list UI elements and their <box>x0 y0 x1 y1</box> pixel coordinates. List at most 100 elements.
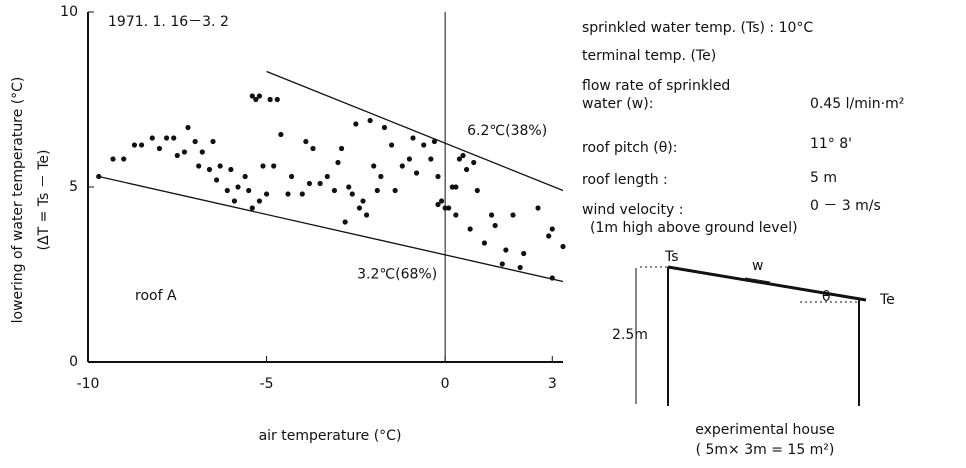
trend-line <box>266 70 564 192</box>
point <box>535 205 541 211</box>
point <box>353 121 359 127</box>
point <box>185 124 191 131</box>
point <box>171 135 177 141</box>
point <box>249 205 255 211</box>
point <box>342 219 348 225</box>
point <box>492 222 498 229</box>
point <box>442 205 448 211</box>
y-axis-label: lowering of water temperature (°C) <box>10 77 26 324</box>
point <box>406 156 413 162</box>
point <box>278 131 284 138</box>
condition: roof pitch (θ): <box>582 140 677 156</box>
y-axis-label: (ΔT = Ts － Te) <box>36 150 52 251</box>
point <box>428 156 434 162</box>
point <box>374 187 380 194</box>
point <box>456 156 463 162</box>
diagram: Ts w θ Te 2.5m experimental house ( 5m× … <box>612 249 895 458</box>
point <box>481 240 488 246</box>
point <box>231 198 238 204</box>
point <box>246 187 252 194</box>
x-tick-label: 0 <box>441 376 450 392</box>
point <box>467 226 473 232</box>
point <box>96 173 102 180</box>
trend-line <box>98 175 564 283</box>
point <box>335 159 341 166</box>
point <box>163 135 170 141</box>
point <box>174 152 180 159</box>
point <box>410 135 416 141</box>
point <box>256 93 263 99</box>
point <box>331 187 338 194</box>
diagram-label: Ts <box>664 249 679 265</box>
point <box>363 212 370 218</box>
conditions: sprinkled water temp. (Ts) : 10°C termin… <box>582 20 904 236</box>
point <box>453 212 459 218</box>
point <box>299 191 305 197</box>
point <box>306 180 313 187</box>
point <box>121 156 127 162</box>
line-label: 6.2℃(38%) <box>467 123 547 139</box>
point <box>499 261 505 267</box>
point <box>360 198 366 204</box>
point <box>349 191 355 197</box>
point <box>471 159 477 166</box>
point <box>271 163 277 169</box>
diagram-label: w <box>752 258 763 274</box>
y-tick-label: 10 <box>60 4 78 20</box>
point <box>399 163 405 169</box>
point <box>549 226 555 232</box>
point <box>285 191 291 197</box>
point <box>560 243 566 250</box>
condition-value: 11° 8' <box>810 136 852 152</box>
point <box>431 138 438 145</box>
point <box>303 138 309 145</box>
point <box>324 173 330 180</box>
point <box>521 250 527 257</box>
diagram-label: θ <box>822 289 831 305</box>
point <box>196 163 202 169</box>
point <box>510 212 516 218</box>
condition-value: 0 － 3 m/s <box>810 198 881 214</box>
point <box>235 184 241 190</box>
condition: (1m high above ground level) <box>590 220 798 236</box>
condition-value: 0.45 l/min·m² <box>810 96 904 112</box>
arrow <box>744 277 771 283</box>
point <box>317 180 323 187</box>
condition: flow rate of sprinkled <box>582 78 730 94</box>
point <box>435 201 441 208</box>
point <box>288 173 295 180</box>
point <box>206 166 213 173</box>
point <box>546 233 552 239</box>
point <box>110 156 116 162</box>
point <box>503 247 509 253</box>
point <box>253 96 259 103</box>
point <box>449 184 455 190</box>
point <box>549 275 555 281</box>
condition: sprinkled water temp. (Ts) : 10°C <box>582 20 813 36</box>
diagram-label: Te <box>879 292 895 308</box>
point <box>421 142 427 148</box>
point <box>310 145 316 152</box>
point <box>263 191 270 197</box>
point <box>249 93 255 99</box>
x-tick-label: -5 <box>260 376 274 392</box>
roof <box>667 265 867 302</box>
point <box>435 173 441 180</box>
point <box>199 149 205 155</box>
point <box>488 212 495 218</box>
condition: roof length : <box>582 172 668 188</box>
point <box>338 145 345 152</box>
point <box>192 138 198 145</box>
line-label: 3.2℃(68%) <box>357 267 437 283</box>
chart-title: 1971. 1. 16－3. 2 <box>108 14 229 30</box>
point <box>274 96 280 103</box>
point <box>217 163 223 169</box>
point <box>213 177 220 183</box>
point <box>378 173 384 180</box>
point <box>438 198 445 204</box>
point <box>517 264 523 271</box>
x-axis-label: air temperature (°C) <box>259 428 402 444</box>
point <box>460 152 466 159</box>
point <box>474 187 480 194</box>
y-tick-label: 0 <box>69 354 78 370</box>
